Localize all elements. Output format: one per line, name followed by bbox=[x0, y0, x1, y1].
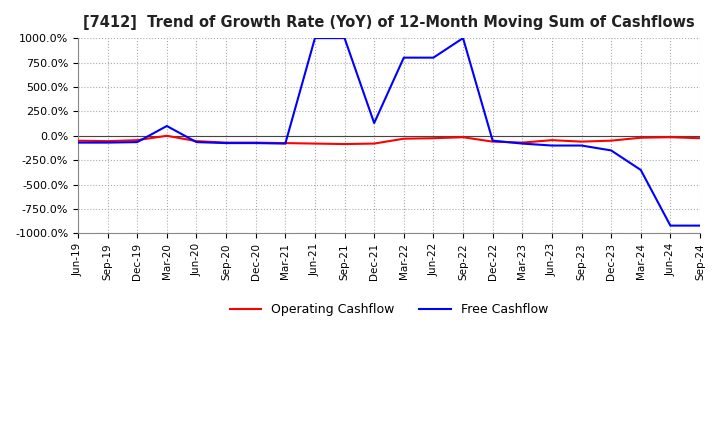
Free Cashflow bbox=[73, 140, 82, 145]
Operating Cashflow bbox=[341, 141, 349, 147]
Free Cashflow bbox=[251, 140, 260, 146]
Free Cashflow bbox=[310, 36, 319, 41]
Free Cashflow bbox=[488, 138, 497, 143]
Operating Cashflow bbox=[222, 140, 230, 145]
Free Cashflow bbox=[281, 141, 289, 146]
Free Cashflow bbox=[222, 140, 230, 146]
Operating Cashflow bbox=[192, 139, 201, 144]
Free Cashflow bbox=[429, 55, 438, 60]
Operating Cashflow bbox=[103, 139, 112, 144]
Operating Cashflow bbox=[429, 136, 438, 141]
Operating Cashflow bbox=[459, 135, 467, 140]
Operating Cashflow bbox=[636, 135, 645, 140]
Operating Cashflow bbox=[488, 139, 497, 144]
Operating Cashflow bbox=[548, 138, 557, 143]
Operating Cashflow bbox=[370, 141, 379, 146]
Operating Cashflow bbox=[400, 136, 408, 141]
Title: [7412]  Trend of Growth Rate (YoY) of 12-Month Moving Sum of Cashflows: [7412] Trend of Growth Rate (YoY) of 12-… bbox=[83, 15, 695, 30]
Operating Cashflow bbox=[666, 135, 675, 140]
Operating Cashflow bbox=[577, 139, 586, 144]
Free Cashflow bbox=[636, 167, 645, 172]
Line: Operating Cashflow: Operating Cashflow bbox=[78, 136, 700, 144]
Operating Cashflow bbox=[310, 141, 319, 146]
Free Cashflow bbox=[548, 143, 557, 148]
Operating Cashflow bbox=[607, 138, 616, 143]
Operating Cashflow bbox=[518, 140, 526, 145]
Legend: Operating Cashflow, Free Cashflow: Operating Cashflow, Free Cashflow bbox=[225, 298, 553, 321]
Free Cashflow bbox=[518, 141, 526, 146]
Operating Cashflow bbox=[133, 138, 142, 143]
Operating Cashflow bbox=[73, 138, 82, 143]
Free Cashflow bbox=[192, 139, 201, 145]
Free Cashflow bbox=[459, 36, 467, 41]
Free Cashflow bbox=[400, 55, 408, 60]
Line: Free Cashflow: Free Cashflow bbox=[78, 38, 700, 226]
Free Cashflow bbox=[163, 123, 171, 128]
Operating Cashflow bbox=[281, 140, 289, 146]
Free Cashflow bbox=[577, 143, 586, 148]
Free Cashflow bbox=[370, 121, 379, 126]
Free Cashflow bbox=[341, 36, 349, 41]
Free Cashflow bbox=[666, 223, 675, 228]
Free Cashflow bbox=[607, 148, 616, 153]
Operating Cashflow bbox=[696, 136, 704, 141]
Operating Cashflow bbox=[251, 140, 260, 145]
Free Cashflow bbox=[133, 139, 142, 145]
Free Cashflow bbox=[696, 223, 704, 228]
Operating Cashflow bbox=[163, 133, 171, 139]
Free Cashflow bbox=[103, 140, 112, 145]
